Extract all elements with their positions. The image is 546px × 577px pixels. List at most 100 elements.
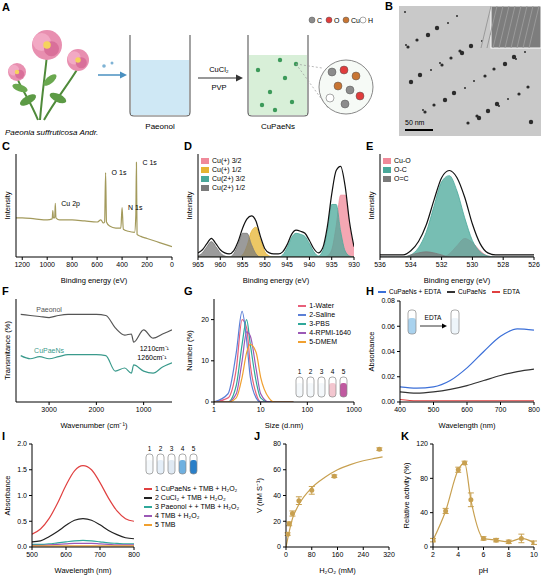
svg-text:20: 20 [273, 518, 281, 525]
svg-text:80: 80 [273, 440, 281, 447]
svg-text:pH: pH [479, 566, 489, 575]
svg-text:Wavelength (nm): Wavelength (nm) [439, 421, 496, 430]
svg-text:C 1s: C 1s [142, 159, 157, 166]
svg-text:0.02: 0.02 [381, 373, 395, 380]
svg-text:0: 0 [170, 261, 174, 268]
svg-text:600: 600 [91, 261, 103, 268]
svg-text:Size (d.nm): Size (d.nm) [265, 421, 304, 430]
svg-text:0: 0 [284, 551, 288, 558]
svg-text:800: 800 [66, 261, 78, 268]
svg-text:Binding energy (eV): Binding energy (eV) [61, 276, 128, 285]
svg-text:960: 960 [214, 261, 226, 268]
svg-text:Paeonol: Paeonol [145, 122, 175, 131]
svg-text:Cu 2p: Cu 2p [61, 200, 80, 208]
svg-text:20: 20 [201, 316, 209, 323]
svg-text:0: 0 [424, 543, 428, 550]
svg-text:CuCl₂: CuCl₂ [209, 65, 229, 74]
svg-text:500: 500 [26, 551, 38, 558]
svg-text:2.0: 2.0 [17, 440, 27, 447]
svg-text:H₂O₂ (mM): H₂O₂ (mM) [319, 566, 356, 575]
svg-text:4: 4 [331, 368, 335, 375]
svg-text:955: 955 [237, 261, 249, 268]
svg-text:V (nM S⁻¹): V (nM S⁻¹) [255, 477, 264, 513]
svg-text:C: C [317, 17, 322, 24]
svg-text:0.06: 0.06 [381, 323, 395, 330]
svg-text:950: 950 [259, 261, 271, 268]
svg-text:Relative activity (%): Relative activity (%) [402, 462, 411, 528]
svg-text:4: 4 [181, 445, 185, 452]
svg-text:536: 536 [374, 261, 386, 268]
svg-text:945: 945 [281, 261, 293, 268]
svg-text:EDTA: EDTA [425, 314, 443, 321]
svg-text:400: 400 [116, 261, 128, 268]
svg-text:200: 200 [141, 261, 153, 268]
svg-text:Absorbance: Absorbance [3, 475, 12, 515]
svg-text:1000: 1000 [136, 406, 152, 413]
svg-text:40: 40 [273, 492, 281, 499]
svg-text:940: 940 [304, 261, 316, 268]
svg-text:Paeonia suffruticosa Andr.: Paeonia suffruticosa Andr. [5, 128, 98, 137]
svg-text:10: 10 [201, 357, 209, 364]
svg-text:160: 160 [332, 551, 344, 558]
svg-text:60: 60 [273, 466, 281, 473]
svg-text:Number (%): Number (%) [185, 330, 194, 371]
svg-text:1: 1 [148, 445, 152, 452]
svg-text:935: 935 [326, 261, 338, 268]
svg-text:100: 100 [301, 406, 313, 413]
svg-text:Paeonol: Paeonol [36, 306, 62, 313]
svg-text:400: 400 [394, 406, 406, 413]
svg-text:3: 3 [320, 368, 324, 375]
svg-text:1: 1 [298, 368, 302, 375]
svg-text:8: 8 [507, 551, 511, 558]
svg-text:2000: 2000 [89, 406, 105, 413]
svg-text:1: 1 [212, 406, 216, 413]
svg-text:532: 532 [436, 261, 448, 268]
svg-text:0: 0 [277, 543, 281, 550]
svg-text:5: 5 [342, 368, 346, 375]
svg-text:50 nm: 50 nm [405, 119, 425, 126]
svg-text:700: 700 [495, 406, 507, 413]
svg-text:1.5: 1.5 [17, 466, 27, 473]
svg-text:500: 500 [428, 406, 440, 413]
svg-text:800: 800 [128, 551, 140, 558]
svg-text:O 1s: O 1s [112, 169, 127, 176]
svg-text:2: 2 [431, 551, 435, 558]
svg-text:N 1s: N 1s [128, 204, 143, 211]
svg-text:530: 530 [467, 261, 479, 268]
svg-text:80: 80 [308, 551, 316, 558]
svg-text:Binding energy (eV): Binding energy (eV) [424, 276, 491, 285]
svg-text:4: 4 [456, 551, 460, 558]
svg-text:0.00: 0.00 [381, 398, 395, 405]
svg-text:600: 600 [60, 551, 72, 558]
svg-text:534: 534 [405, 261, 417, 268]
svg-text:965: 965 [192, 261, 204, 268]
svg-text:2: 2 [159, 445, 163, 452]
svg-text:Wavenumber (cm⁻¹): Wavenumber (cm⁻¹) [61, 421, 128, 430]
svg-text:40: 40 [420, 509, 428, 516]
svg-text:Intensity: Intensity [367, 191, 376, 219]
svg-text:10: 10 [530, 551, 538, 558]
svg-text:1.0: 1.0 [17, 492, 27, 499]
svg-text:0.0: 0.0 [17, 543, 27, 550]
svg-text:526: 526 [528, 261, 540, 268]
svg-text:H: H [368, 17, 373, 24]
svg-text:Absorbance: Absorbance [367, 331, 376, 371]
svg-text:Intensity: Intensity [3, 191, 12, 219]
svg-text:Cu: Cu [351, 17, 360, 24]
svg-text:0.04: 0.04 [381, 348, 395, 355]
svg-text:CuPaeNs: CuPaeNs [34, 347, 64, 354]
svg-text:3000: 3000 [41, 406, 57, 413]
svg-text:1210cm⁻¹: 1210cm⁻¹ [140, 345, 170, 352]
svg-text:CuPaeNs: CuPaeNs [261, 122, 295, 131]
svg-text:3: 3 [170, 445, 174, 452]
svg-text:0.08: 0.08 [381, 297, 395, 304]
svg-text:528: 528 [497, 261, 509, 268]
svg-text:0: 0 [205, 398, 209, 405]
svg-text:120: 120 [416, 440, 428, 447]
svg-text:Transmitance (%): Transmitance (%) [3, 321, 12, 380]
svg-text:930: 930 [348, 261, 360, 268]
svg-text:1000: 1000 [39, 261, 55, 268]
svg-text:A: A [2, 1, 10, 13]
svg-text:Wavelength (nm): Wavelength (nm) [55, 566, 112, 575]
svg-text:0.5: 0.5 [17, 518, 27, 525]
